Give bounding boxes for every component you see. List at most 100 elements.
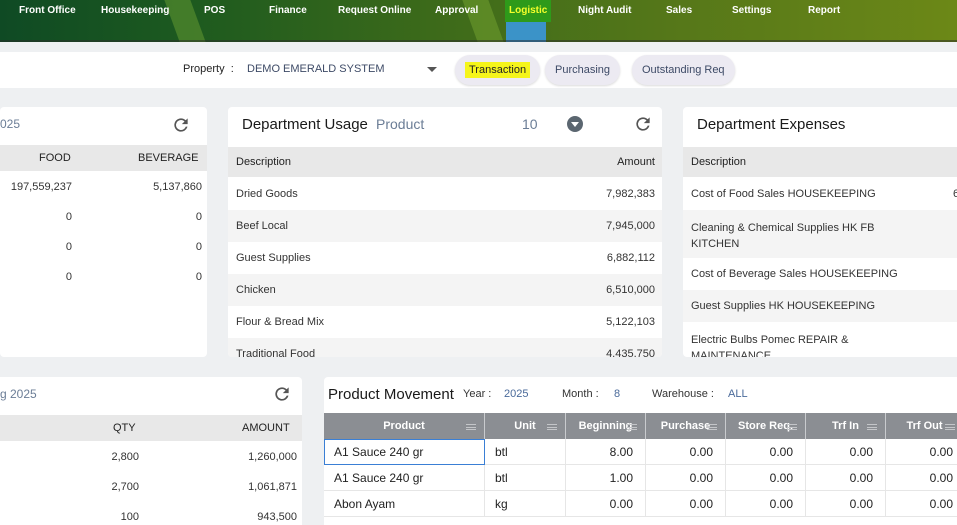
- column-header-unit[interactable]: Unit: [485, 413, 566, 439]
- nav-item-night-audit[interactable]: Night Audit: [578, 5, 632, 16]
- table-row: Cleaning & Chemical Supplies HK FB KITCH…: [683, 210, 957, 258]
- cell-amount: 6: [953, 188, 957, 200]
- tab-transaction[interactable]: Transaction: [455, 55, 541, 85]
- tab-outstanding-req[interactable]: Outstanding Req: [632, 55, 735, 85]
- column-header-beverage: BEVERAGE: [138, 152, 199, 164]
- column-header-description: Description: [236, 156, 292, 168]
- cell-description: Electric Bulbs Pomec REPAIR & MAINTENANC…: [691, 334, 849, 357]
- refresh-icon[interactable]: [633, 114, 653, 134]
- column-header-food: FOOD: [39, 152, 71, 164]
- cell-unit[interactable]: btl: [485, 439, 566, 465]
- cell-beginning[interactable]: 8.00: [566, 439, 646, 465]
- year-select[interactable]: 2025: [504, 388, 529, 400]
- table-row: Beef Local 7,945,000: [228, 210, 662, 242]
- table-row[interactable]: A1 Sauce 240 gr btl 8.00 0.00 0.00 0.00 …: [324, 439, 957, 465]
- cell-beginning[interactable]: 0.00: [566, 491, 646, 517]
- cell-unit[interactable]: btl: [485, 465, 566, 491]
- product-movement-card: Product Movement Year : 2025 Month : 8 W…: [324, 377, 957, 525]
- cell-trf-in[interactable]: 0.00: [806, 439, 886, 465]
- cell-trf-out[interactable]: 0.00: [886, 465, 957, 491]
- cell-purchase[interactable]: 0.00: [646, 491, 726, 517]
- cell-description: Cleaning & Chemical Supplies HK FB KITCH…: [691, 222, 875, 250]
- column-header-trf-out[interactable]: Trf Out: [886, 413, 957, 439]
- table-row: Flour & Bread Mix 5,122,103: [228, 306, 662, 338]
- top-navigation-bar: Front Office Housekeeping POS Finance Re…: [0, 0, 957, 42]
- cell-purchase[interactable]: 0.00: [646, 439, 726, 465]
- cell-amount: 943,500: [257, 511, 297, 523]
- property-bar: Property : DEMO EMERALD SYSTEM Transacti…: [0, 52, 957, 88]
- cell-amount: 6,882,112: [606, 252, 655, 264]
- cell-store-req[interactable]: 0.00: [726, 465, 806, 491]
- property-select[interactable]: DEMO EMERALD SYSTEM: [247, 63, 385, 75]
- usage-filter-select[interactable]: Product: [376, 116, 425, 132]
- column-menu-icon[interactable]: [627, 424, 637, 430]
- column-header-qty: QTY: [113, 422, 136, 434]
- nav-item-request-online[interactable]: Request Online: [338, 5, 412, 16]
- nav-item-sales[interactable]: Sales: [666, 5, 693, 16]
- column-header-trf-in[interactable]: Trf In: [806, 413, 886, 439]
- refresh-icon[interactable]: [171, 115, 191, 135]
- cell-beverage: 0: [195, 241, 202, 253]
- month-select[interactable]: 8: [614, 388, 621, 400]
- cell-trf-in[interactable]: 0.00: [806, 491, 886, 517]
- cell-trf-in[interactable]: 0.00: [806, 465, 886, 491]
- nav-item-logistic[interactable]: Logistic: [505, 0, 552, 22]
- grid-header: Product Unit Beginning Purchase Store Re…: [324, 413, 957, 439]
- cell-amount: 1,061,871: [248, 481, 297, 493]
- cell-unit[interactable]: kg: [485, 491, 566, 517]
- warehouse-select[interactable]: ALL: [728, 388, 748, 400]
- cell-description: Traditional Food: [236, 348, 316, 357]
- cell-trf-out[interactable]: 0.00: [886, 439, 957, 465]
- cell-description: Guest Supplies HK HOUSEKEEPING: [691, 300, 876, 312]
- column-menu-icon[interactable]: [787, 424, 797, 430]
- column-header-product[interactable]: Product: [324, 413, 485, 439]
- nav-item-approval[interactable]: Approval: [435, 5, 479, 16]
- cell-product[interactable]: A1 Sauce 240 gr: [324, 439, 485, 465]
- cell-amount: 4,435,750: [606, 348, 655, 357]
- cell-purchase[interactable]: 0.00: [646, 465, 726, 491]
- refresh-icon[interactable]: [272, 384, 292, 404]
- tab-purchasing[interactable]: Purchasing: [545, 55, 621, 85]
- card-title: Department Expenses: [697, 116, 846, 133]
- cell-description: Flour & Bread Mix: [236, 316, 325, 328]
- column-header-purchase[interactable]: Purchase: [646, 413, 726, 439]
- cell-qty: 2,700: [111, 481, 139, 493]
- column-menu-icon[interactable]: [867, 424, 877, 430]
- left-bottom-card: g 2025 QTY AMOUNT 2,800 1,260,000 2,700 …: [0, 377, 302, 525]
- cell-product[interactable]: A1 Sauce 240 gr: [324, 465, 485, 491]
- table-row[interactable]: A1 Sauce 240 gr btl 1.00 0.00 0.00 0.00 …: [324, 465, 957, 491]
- table-row: Electric Bulbs Pomec REPAIR & MAINTENANC…: [683, 322, 957, 357]
- nav-item-settings[interactable]: Settings: [732, 5, 772, 16]
- column-header-amount: AMOUNT: [242, 422, 290, 434]
- column-header-amount: Amount: [617, 156, 655, 168]
- year-label: Year :: [463, 388, 492, 400]
- nav-item-front-office[interactable]: Front Office: [19, 5, 76, 16]
- nav-item-report[interactable]: Report: [808, 5, 841, 16]
- column-menu-icon[interactable]: [707, 424, 717, 430]
- cell-beginning[interactable]: 1.00: [566, 465, 646, 491]
- column-header-store-req[interactable]: Store Req.: [726, 413, 806, 439]
- cell-beverage: 0: [195, 271, 202, 283]
- table-row: 100 943,500: [0, 503, 302, 525]
- nav-item-pos[interactable]: POS: [204, 5, 226, 16]
- column-header-beginning[interactable]: Beginning: [566, 413, 646, 439]
- table-header: Description: [683, 147, 957, 177]
- table-row: 197,559,237 5,137,860: [0, 173, 207, 203]
- cell-qty: 100: [120, 511, 139, 523]
- nav-decoration: [164, 0, 206, 42]
- column-menu-icon[interactable]: [547, 424, 557, 430]
- cell-store-req[interactable]: 0.00: [726, 491, 806, 517]
- table-row: 0 0: [0, 203, 207, 233]
- column-menu-icon[interactable]: [466, 424, 476, 430]
- column-menu-icon[interactable]: [945, 424, 955, 430]
- usage-count: 10: [522, 116, 538, 132]
- chevron-down-icon[interactable]: [567, 116, 583, 132]
- table-row[interactable]: Abon Ayam kg 0.00 0.00 0.00 0.00 0.00: [324, 491, 957, 517]
- table-row: 2,700 1,061,871: [0, 473, 302, 503]
- cell-store-req[interactable]: 0.00: [726, 439, 806, 465]
- chevron-down-icon[interactable]: [427, 67, 437, 72]
- nav-item-finance[interactable]: Finance: [269, 5, 307, 16]
- nav-item-housekeeping[interactable]: Housekeeping: [101, 5, 170, 16]
- cell-product[interactable]: Abon Ayam: [324, 491, 485, 517]
- cell-trf-out[interactable]: 0.00: [886, 491, 957, 517]
